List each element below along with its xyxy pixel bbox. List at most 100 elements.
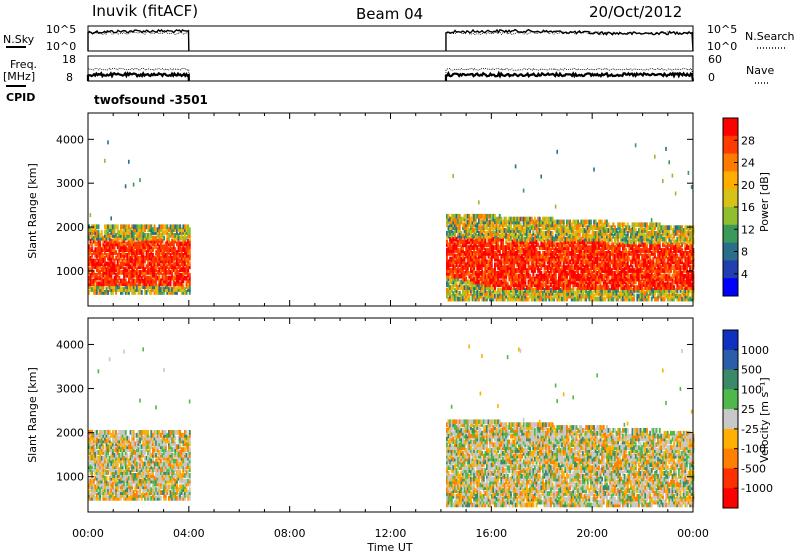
power-cell (463, 259, 466, 265)
power-cell (171, 255, 174, 261)
power-cell (545, 216, 548, 222)
power-cell (684, 228, 687, 233)
power-cell (521, 225, 524, 231)
power-cell (513, 270, 516, 276)
power-cell (682, 276, 685, 282)
power-cell (471, 285, 474, 290)
power-cell (644, 285, 647, 290)
power-cell (490, 265, 493, 270)
power-cell (588, 288, 591, 293)
power-cell (556, 262, 559, 268)
power-cell (633, 251, 636, 256)
power-cell (144, 270, 146, 275)
power-cell (471, 245, 474, 250)
power-cell (457, 273, 460, 279)
power-cell (184, 290, 186, 295)
power-cell (150, 272, 153, 278)
power-cell (641, 293, 644, 299)
power-cell (538, 262, 541, 268)
power-cell (641, 282, 644, 288)
power-cell (678, 242, 680, 248)
power-cell (164, 278, 167, 284)
power-cell (623, 262, 626, 268)
power-cell (673, 273, 676, 279)
power-cell (503, 282, 506, 288)
power-cell (471, 296, 474, 302)
power-cell (161, 252, 164, 258)
power-cell (602, 279, 605, 285)
power-cell (177, 224, 180, 230)
power-cell (594, 296, 597, 302)
power-cell (639, 248, 642, 253)
power-cell (558, 290, 560, 296)
power-cell (107, 227, 110, 233)
power-cell (481, 265, 484, 270)
power-cell (153, 255, 156, 261)
power-cell (564, 276, 567, 282)
power-cell (489, 279, 492, 285)
power-cell (567, 259, 570, 265)
power-cell (642, 222, 645, 228)
power-cell (450, 276, 453, 282)
power-cell (126, 270, 129, 275)
power-cell (105, 233, 108, 238)
power-cell (626, 276, 629, 282)
power-cell (180, 230, 183, 235)
power-cell (527, 245, 530, 250)
power-cell (121, 224, 124, 230)
power-cell (474, 236, 477, 242)
power-cell (446, 273, 448, 279)
power-cell (647, 276, 650, 282)
power-cell (490, 290, 493, 296)
power-cell (184, 252, 186, 258)
power-cell (585, 236, 588, 242)
power-cell (658, 236, 661, 242)
power-cell (622, 296, 624, 302)
power-cell (572, 293, 575, 299)
power-cell (476, 296, 479, 302)
power-cell (604, 251, 607, 256)
power-cell (513, 276, 516, 282)
power-cell (623, 268, 626, 273)
power-cell (518, 222, 520, 228)
power-cell (538, 222, 541, 228)
power-cell (556, 296, 559, 302)
power-cell (172, 255, 175, 261)
power-cell (180, 275, 183, 281)
power-cell (586, 231, 589, 236)
power-cell (484, 268, 487, 273)
power-cell (554, 262, 557, 268)
power-cell (626, 233, 629, 239)
power-cell (450, 288, 453, 293)
power-cell (554, 248, 557, 253)
power-cell (184, 230, 186, 235)
power-cell (134, 255, 137, 261)
power-cell (94, 241, 97, 247)
power-cell (575, 253, 578, 259)
power-cell (554, 288, 557, 293)
power-cell (447, 245, 450, 250)
power-cell (132, 264, 135, 270)
power-cell (634, 222, 637, 228)
power-cell (639, 270, 642, 276)
power-cell (498, 216, 501, 222)
power-cell (514, 276, 517, 282)
power-cell (593, 256, 596, 262)
power-cell (551, 222, 554, 228)
power-cell (447, 231, 450, 236)
power-cell (684, 233, 687, 239)
power-cell (156, 261, 159, 267)
power-cell (506, 268, 509, 273)
power-cell (623, 256, 626, 262)
power-cell (556, 282, 559, 288)
power-cell (638, 253, 640, 259)
power-cell (612, 242, 615, 248)
power-cell (668, 296, 671, 302)
power-cell (473, 270, 476, 276)
power-cell (176, 272, 178, 278)
power-cell (137, 250, 140, 255)
power-cell (550, 236, 552, 242)
power-cell (681, 296, 684, 302)
power-cell (546, 259, 549, 265)
power-cell (617, 242, 620, 248)
